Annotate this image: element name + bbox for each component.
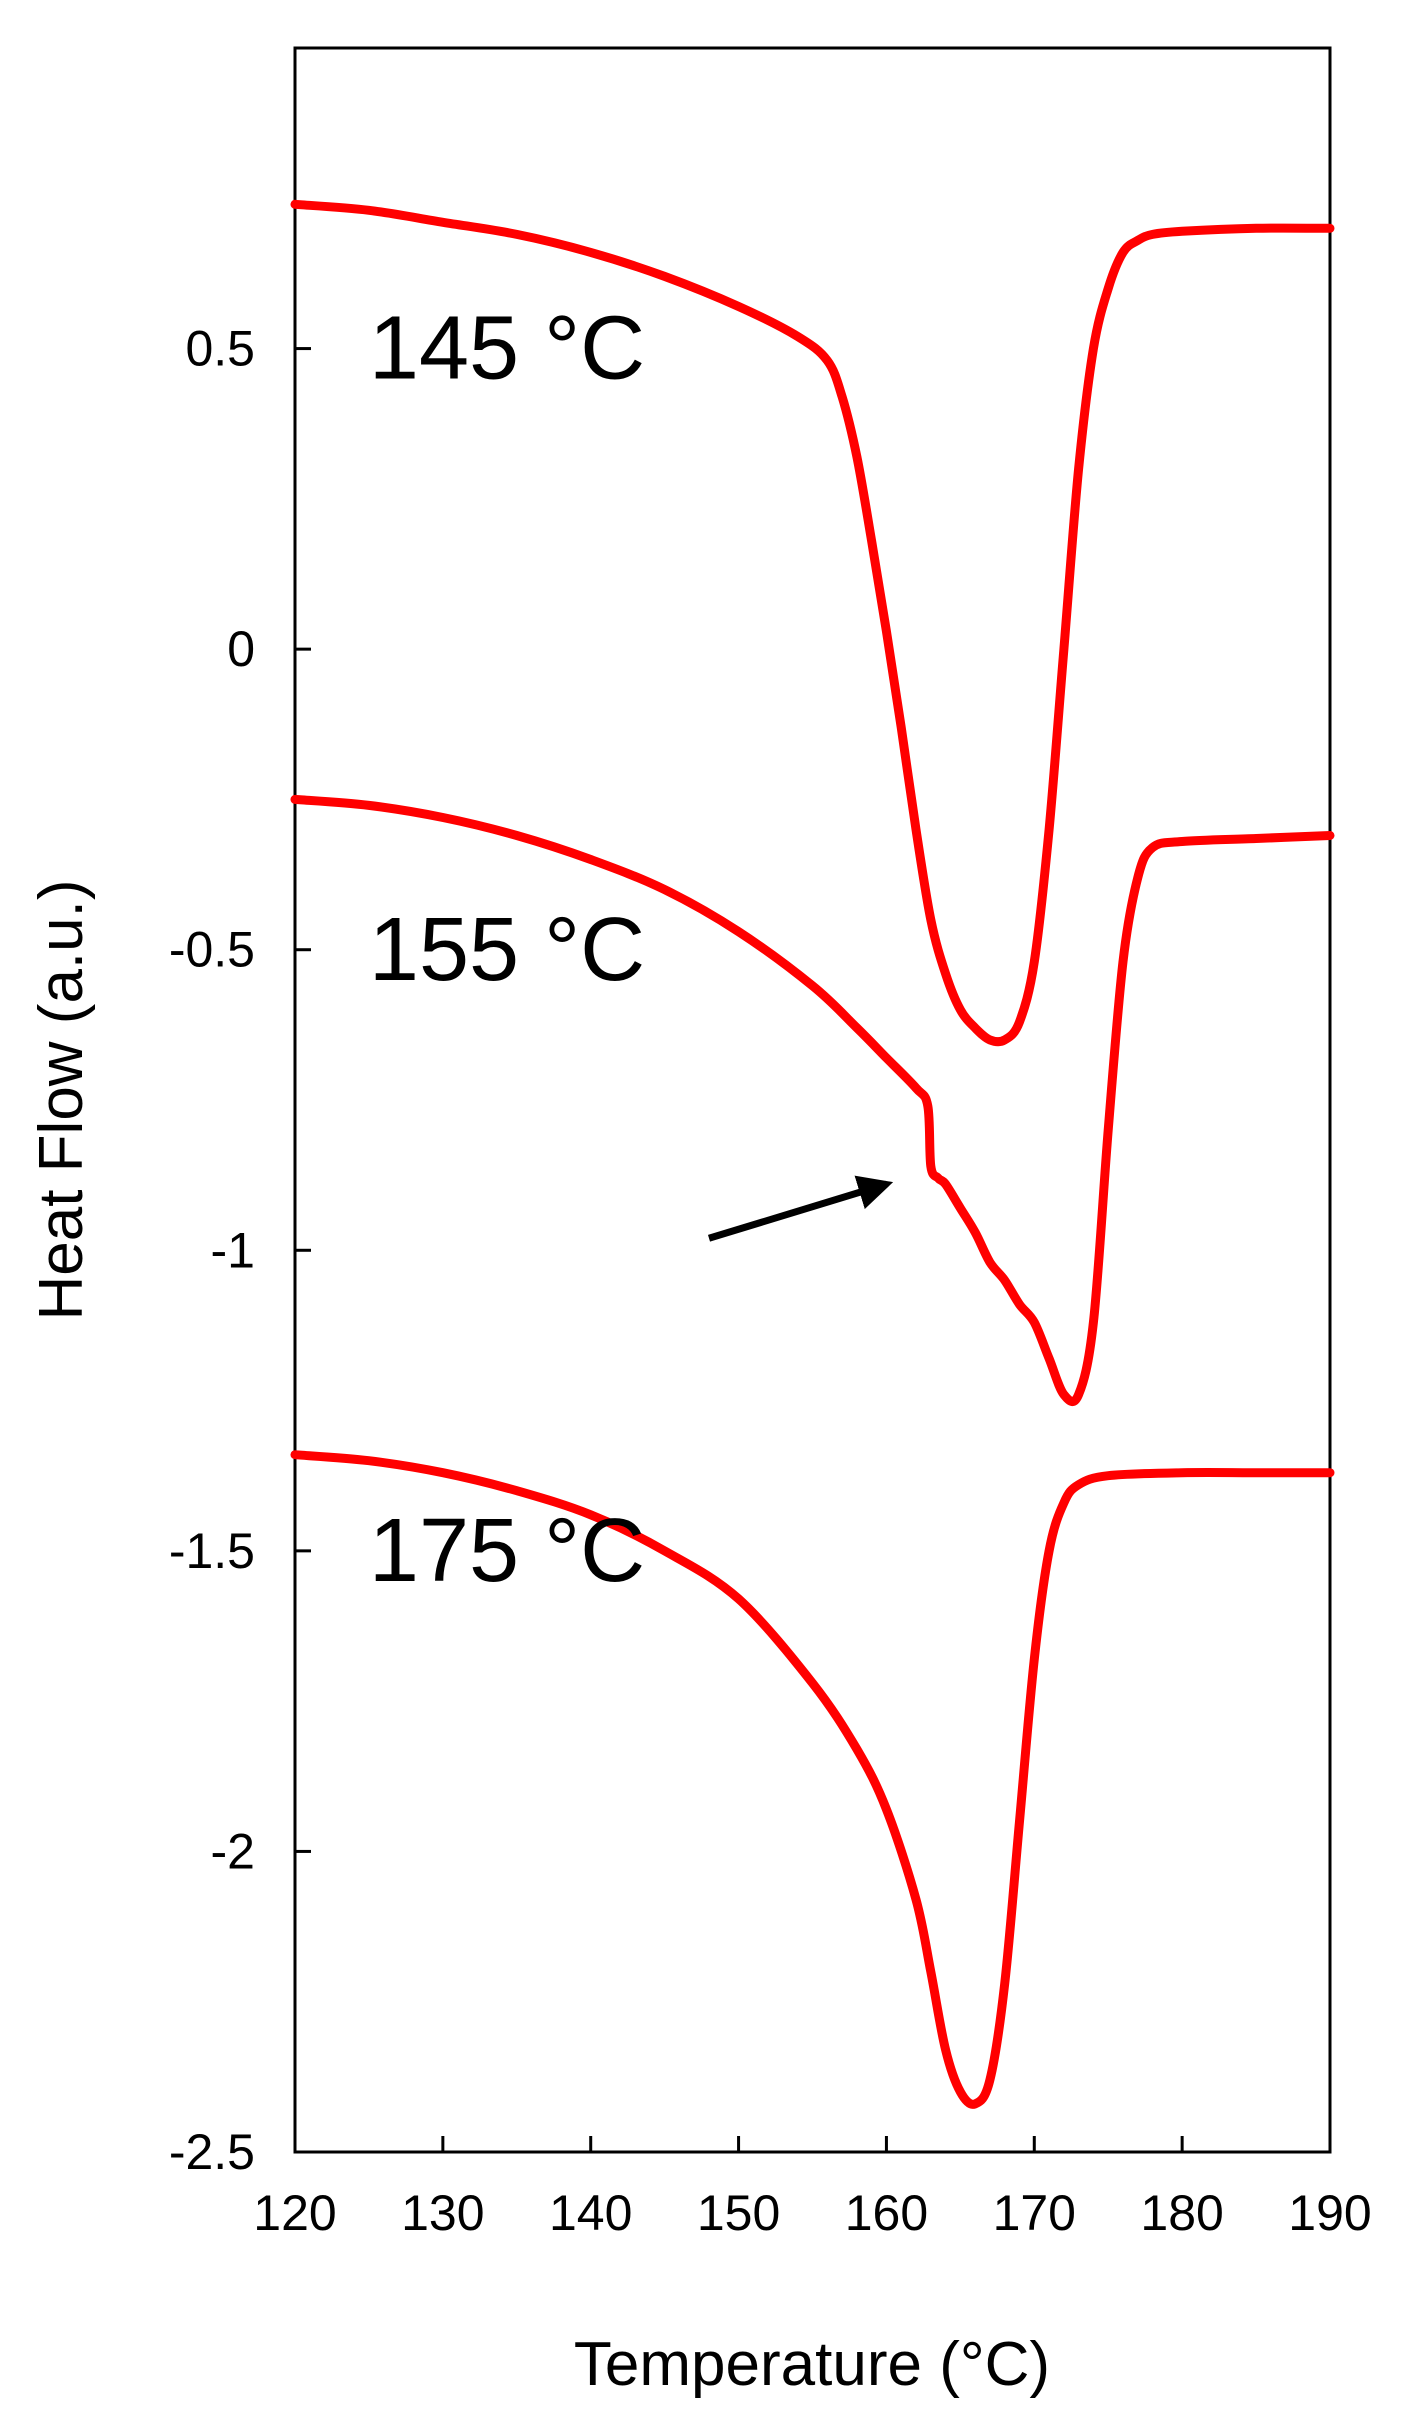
y-tick-label: 0 — [227, 621, 255, 677]
y-axis-title: Heat Flow (a.u.) — [27, 879, 96, 1320]
x-tick-label: 160 — [845, 2185, 928, 2241]
x-tick-label: 150 — [697, 2185, 780, 2241]
series-line-2 — [290, 794, 1335, 1406]
x-axis: 120 130 140 150 160 170 180 190 — [253, 2136, 1372, 2241]
x-tick-label: 180 — [1140, 2185, 1223, 2241]
series-layer: 145 °C 155 °C 175 °C — [290, 199, 1335, 2109]
y-axis: 0.5 0 -0.5 -1 -1.5 -2 -2.5 — [169, 321, 311, 2180]
annotations-layer — [707, 1175, 894, 1242]
y-tick-label: -2.5 — [169, 2124, 255, 2180]
x-tick-label: 170 — [993, 2185, 1076, 2241]
x-tick-label: 190 — [1288, 2185, 1371, 2241]
x-tick-label: 130 — [401, 2185, 484, 2241]
series-label-1: 145 °C — [369, 299, 645, 399]
series-line-1 — [290, 199, 1335, 1047]
plot-frame — [293, 46, 1332, 2154]
series-label-3: 175 °C — [369, 1501, 645, 1601]
y-tick-label: -2 — [211, 1823, 255, 1879]
x-axis-title: Temperature (°C) — [574, 2330, 1050, 2399]
y-tick-label: -1 — [211, 1222, 255, 1278]
y-tick-label: -1.5 — [169, 1523, 255, 1579]
y-tick-label: 0.5 — [185, 321, 255, 377]
y-tick-label: -0.5 — [169, 922, 255, 978]
series-label-2: 155 °C — [369, 900, 645, 1000]
series-line-3 — [290, 1450, 1335, 2109]
x-tick-label: 140 — [549, 2185, 632, 2241]
x-tick-label: 120 — [253, 2185, 336, 2241]
annotation-arrow — [707, 1175, 894, 1242]
